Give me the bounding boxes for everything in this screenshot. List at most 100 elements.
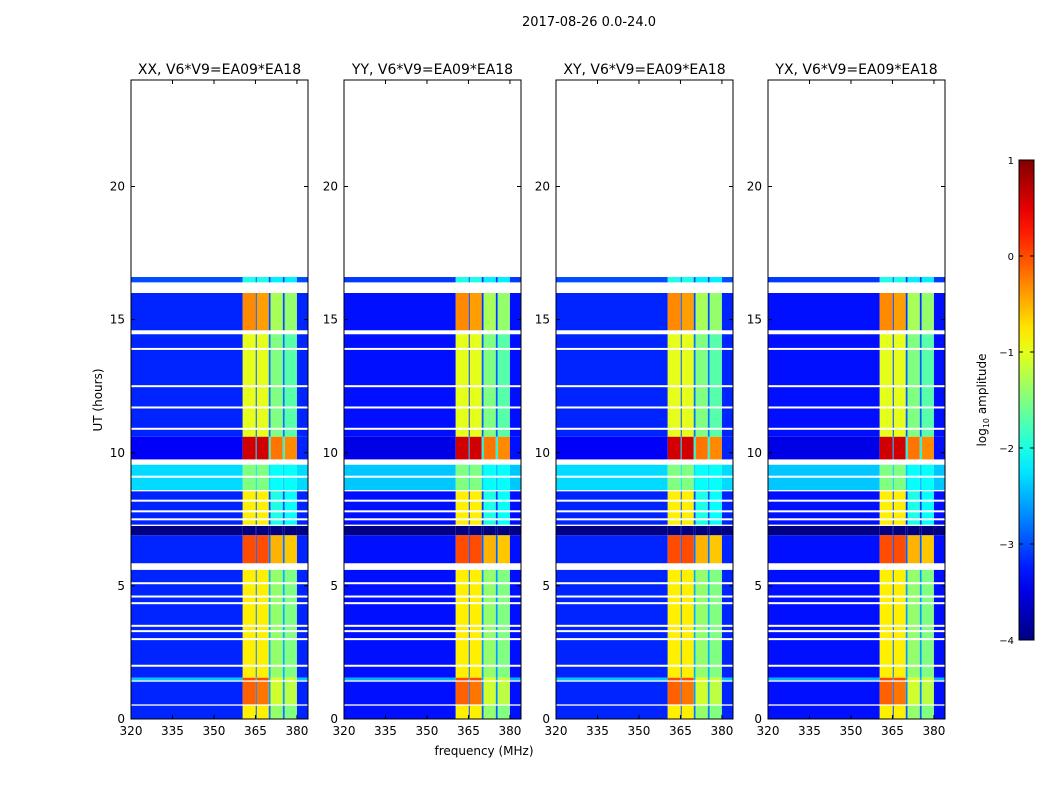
heatmap-cell — [131, 293, 243, 331]
heatmap-cell — [469, 705, 482, 719]
y-tick-label: 5 — [542, 579, 550, 593]
heatmap-cell — [921, 569, 934, 678]
heatmap-cell — [344, 277, 456, 283]
heatmap-cell — [483, 705, 496, 719]
heatmap-cell — [242, 569, 256, 678]
heatmap-cell — [455, 525, 469, 536]
flagged-line — [768, 582, 945, 585]
flagged-line — [131, 624, 308, 627]
heatmap-cell — [707, 277, 710, 283]
x-tick-label: 380 — [285, 724, 308, 738]
flagged-line — [768, 595, 945, 598]
x-tick-label: 365 — [244, 724, 267, 738]
heatmap-cell — [296, 569, 308, 678]
heatmap-cell — [455, 535, 469, 564]
heatmap-cell — [695, 277, 708, 283]
x-tick-label: 320 — [120, 724, 143, 738]
heatmap-cell — [268, 525, 271, 536]
heatmap-cell — [468, 705, 470, 719]
y-tick-label: 20 — [535, 180, 550, 194]
heatmap-cell — [921, 277, 934, 283]
heatmap-cell — [709, 677, 722, 681]
x-tick-label: 350 — [840, 724, 863, 738]
heatmap-cell — [296, 681, 308, 705]
heatmap-cell — [556, 535, 668, 564]
heatmap-cell — [707, 491, 710, 525]
heatmap-cell — [255, 436, 257, 460]
heatmap-cell — [481, 535, 484, 564]
heatmap-cell — [481, 705, 484, 719]
flagged-line — [768, 624, 945, 627]
heatmap-cell — [721, 525, 733, 536]
heatmap-cell — [695, 436, 708, 460]
heatmap-cell — [921, 705, 934, 719]
y-tick-label: 15 — [535, 313, 550, 327]
heatmap-cell — [921, 681, 934, 705]
flagged-line — [556, 638, 733, 641]
y-tick-label: 10 — [747, 446, 762, 460]
heatmap-cell — [721, 436, 733, 460]
heatmap-cell — [907, 705, 920, 719]
colorbar-tick-label: −1 — [999, 348, 1014, 359]
heatmap-cell — [468, 491, 470, 525]
heatmap-cell — [892, 293, 894, 331]
heatmap-cell — [681, 535, 694, 564]
heatmap-cell — [680, 277, 682, 283]
heatmap-cell — [905, 681, 908, 705]
heatmap-cell — [270, 293, 283, 331]
y-tick-label: 15 — [747, 313, 762, 327]
heatmap-cell — [893, 681, 906, 705]
heatmap-cell — [879, 293, 893, 331]
heatmap-cell — [681, 569, 694, 678]
heatmap-cell — [693, 705, 696, 719]
flagged-line — [344, 602, 521, 605]
heatmap-cell — [256, 525, 269, 536]
heatmap-cell — [933, 569, 945, 678]
y-tick-label: 15 — [323, 313, 338, 327]
heatmap-cell — [242, 525, 256, 536]
y-tick-label: 20 — [747, 180, 762, 194]
heatmap-cell — [497, 293, 510, 331]
heatmap-cell — [270, 705, 283, 719]
heatmap-cell — [455, 436, 469, 460]
heatmap-cell — [680, 535, 682, 564]
flagged-line — [768, 475, 945, 478]
heatmap-cell — [707, 436, 710, 460]
heatmap-cell — [905, 569, 908, 678]
heatmap-cell — [879, 681, 893, 705]
heatmap-cell — [497, 681, 510, 705]
flagged-line — [344, 406, 521, 409]
y-tick-label: 20 — [110, 180, 125, 194]
heatmap-cell — [468, 535, 470, 564]
heatmap-cell — [468, 677, 470, 681]
flagged-line — [556, 427, 733, 430]
heatmap-cell — [919, 436, 922, 460]
heatmap-cell — [255, 677, 257, 681]
flagged-line — [556, 406, 733, 409]
heatmap-cell — [667, 535, 681, 564]
flagged-line — [556, 518, 733, 521]
heatmap-cell — [667, 436, 681, 460]
panel-title: YX, V6*V9=EA09*EA18 — [774, 62, 937, 78]
heatmap-cell — [556, 569, 668, 678]
heatmap-cell — [509, 705, 521, 719]
heatmap-cell — [270, 569, 283, 678]
heatmap-cell — [469, 277, 482, 283]
heatmap-cell — [892, 535, 894, 564]
heatmap-cell — [709, 681, 722, 705]
flagged-line — [131, 499, 308, 502]
x-tick-label: 350 — [416, 724, 439, 738]
flagged-line — [131, 518, 308, 521]
heatmap-cell — [556, 705, 668, 719]
heatmap-cell — [667, 677, 681, 681]
flagged-line — [344, 499, 521, 502]
heatmap-cell — [255, 681, 257, 705]
heatmap-cell — [268, 705, 271, 719]
heatmap-cell — [768, 681, 880, 705]
heatmap-cell — [282, 277, 285, 283]
heatmap-cell — [270, 535, 283, 564]
flagged-line — [768, 510, 945, 513]
panel-title: YY, V6*V9=EA09*EA18 — [351, 62, 513, 78]
heatmap-cell — [667, 681, 681, 705]
y-tick-label: 5 — [117, 579, 125, 593]
